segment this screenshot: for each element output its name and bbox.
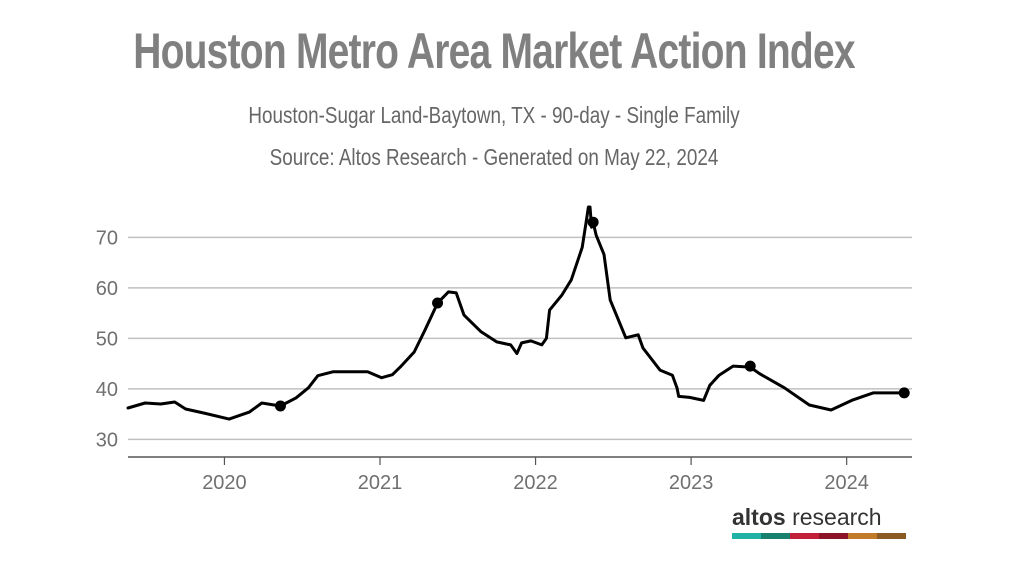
- x-tick-label-2023: 2023: [669, 472, 714, 494]
- y-axis: 30 40 50 60 70: [96, 227, 118, 451]
- data-point-marker-0: [274, 400, 286, 412]
- chart-title: Houston Metro Area Market Action Index: [133, 23, 855, 79]
- x-tick-label-2020: 2020: [202, 472, 247, 494]
- y-tick-label-60: 60: [96, 278, 118, 300]
- y-tick-label-50: 50: [96, 328, 118, 350]
- data-point-marker-3: [744, 360, 756, 372]
- chart-source: Source: Altos Research - Generated on Ma…: [269, 144, 719, 170]
- x-tick-label-2024: 2024: [824, 472, 869, 494]
- data-point-marker-4: [898, 387, 910, 399]
- y-tick-label-30: 30: [96, 429, 118, 451]
- logo-color-segment-0: [732, 533, 761, 539]
- logo-color-segment-4: [848, 533, 877, 539]
- x-axis: 2020 2021 2022 2023 2024: [128, 456, 912, 494]
- x-tick-label-2021: 2021: [358, 472, 403, 494]
- logo-text-light: research: [785, 504, 882, 530]
- logo-color-bar: [732, 533, 906, 539]
- series-line: [126, 205, 906, 421]
- logo-color-segment-3: [819, 533, 848, 539]
- altos-research-logo: altos research: [732, 504, 906, 539]
- x-tick-label-2022: 2022: [513, 472, 558, 494]
- logo-text: altos research: [732, 504, 906, 531]
- series-group: [126, 205, 910, 421]
- y-tick-label-70: 70: [96, 227, 118, 249]
- data-point-marker-2: [587, 216, 599, 228]
- logo-color-segment-2: [790, 533, 819, 539]
- logo-text-bold: altos: [732, 504, 786, 530]
- chart-subtitle: Houston-Sugar Land-Baytown, TX - 90-day …: [248, 102, 740, 128]
- logo-color-segment-5: [877, 533, 906, 539]
- logo-color-segment-1: [761, 533, 790, 539]
- data-point-marker-1: [432, 297, 444, 309]
- gridlines: [128, 236, 912, 441]
- y-tick-label-40: 40: [96, 379, 118, 401]
